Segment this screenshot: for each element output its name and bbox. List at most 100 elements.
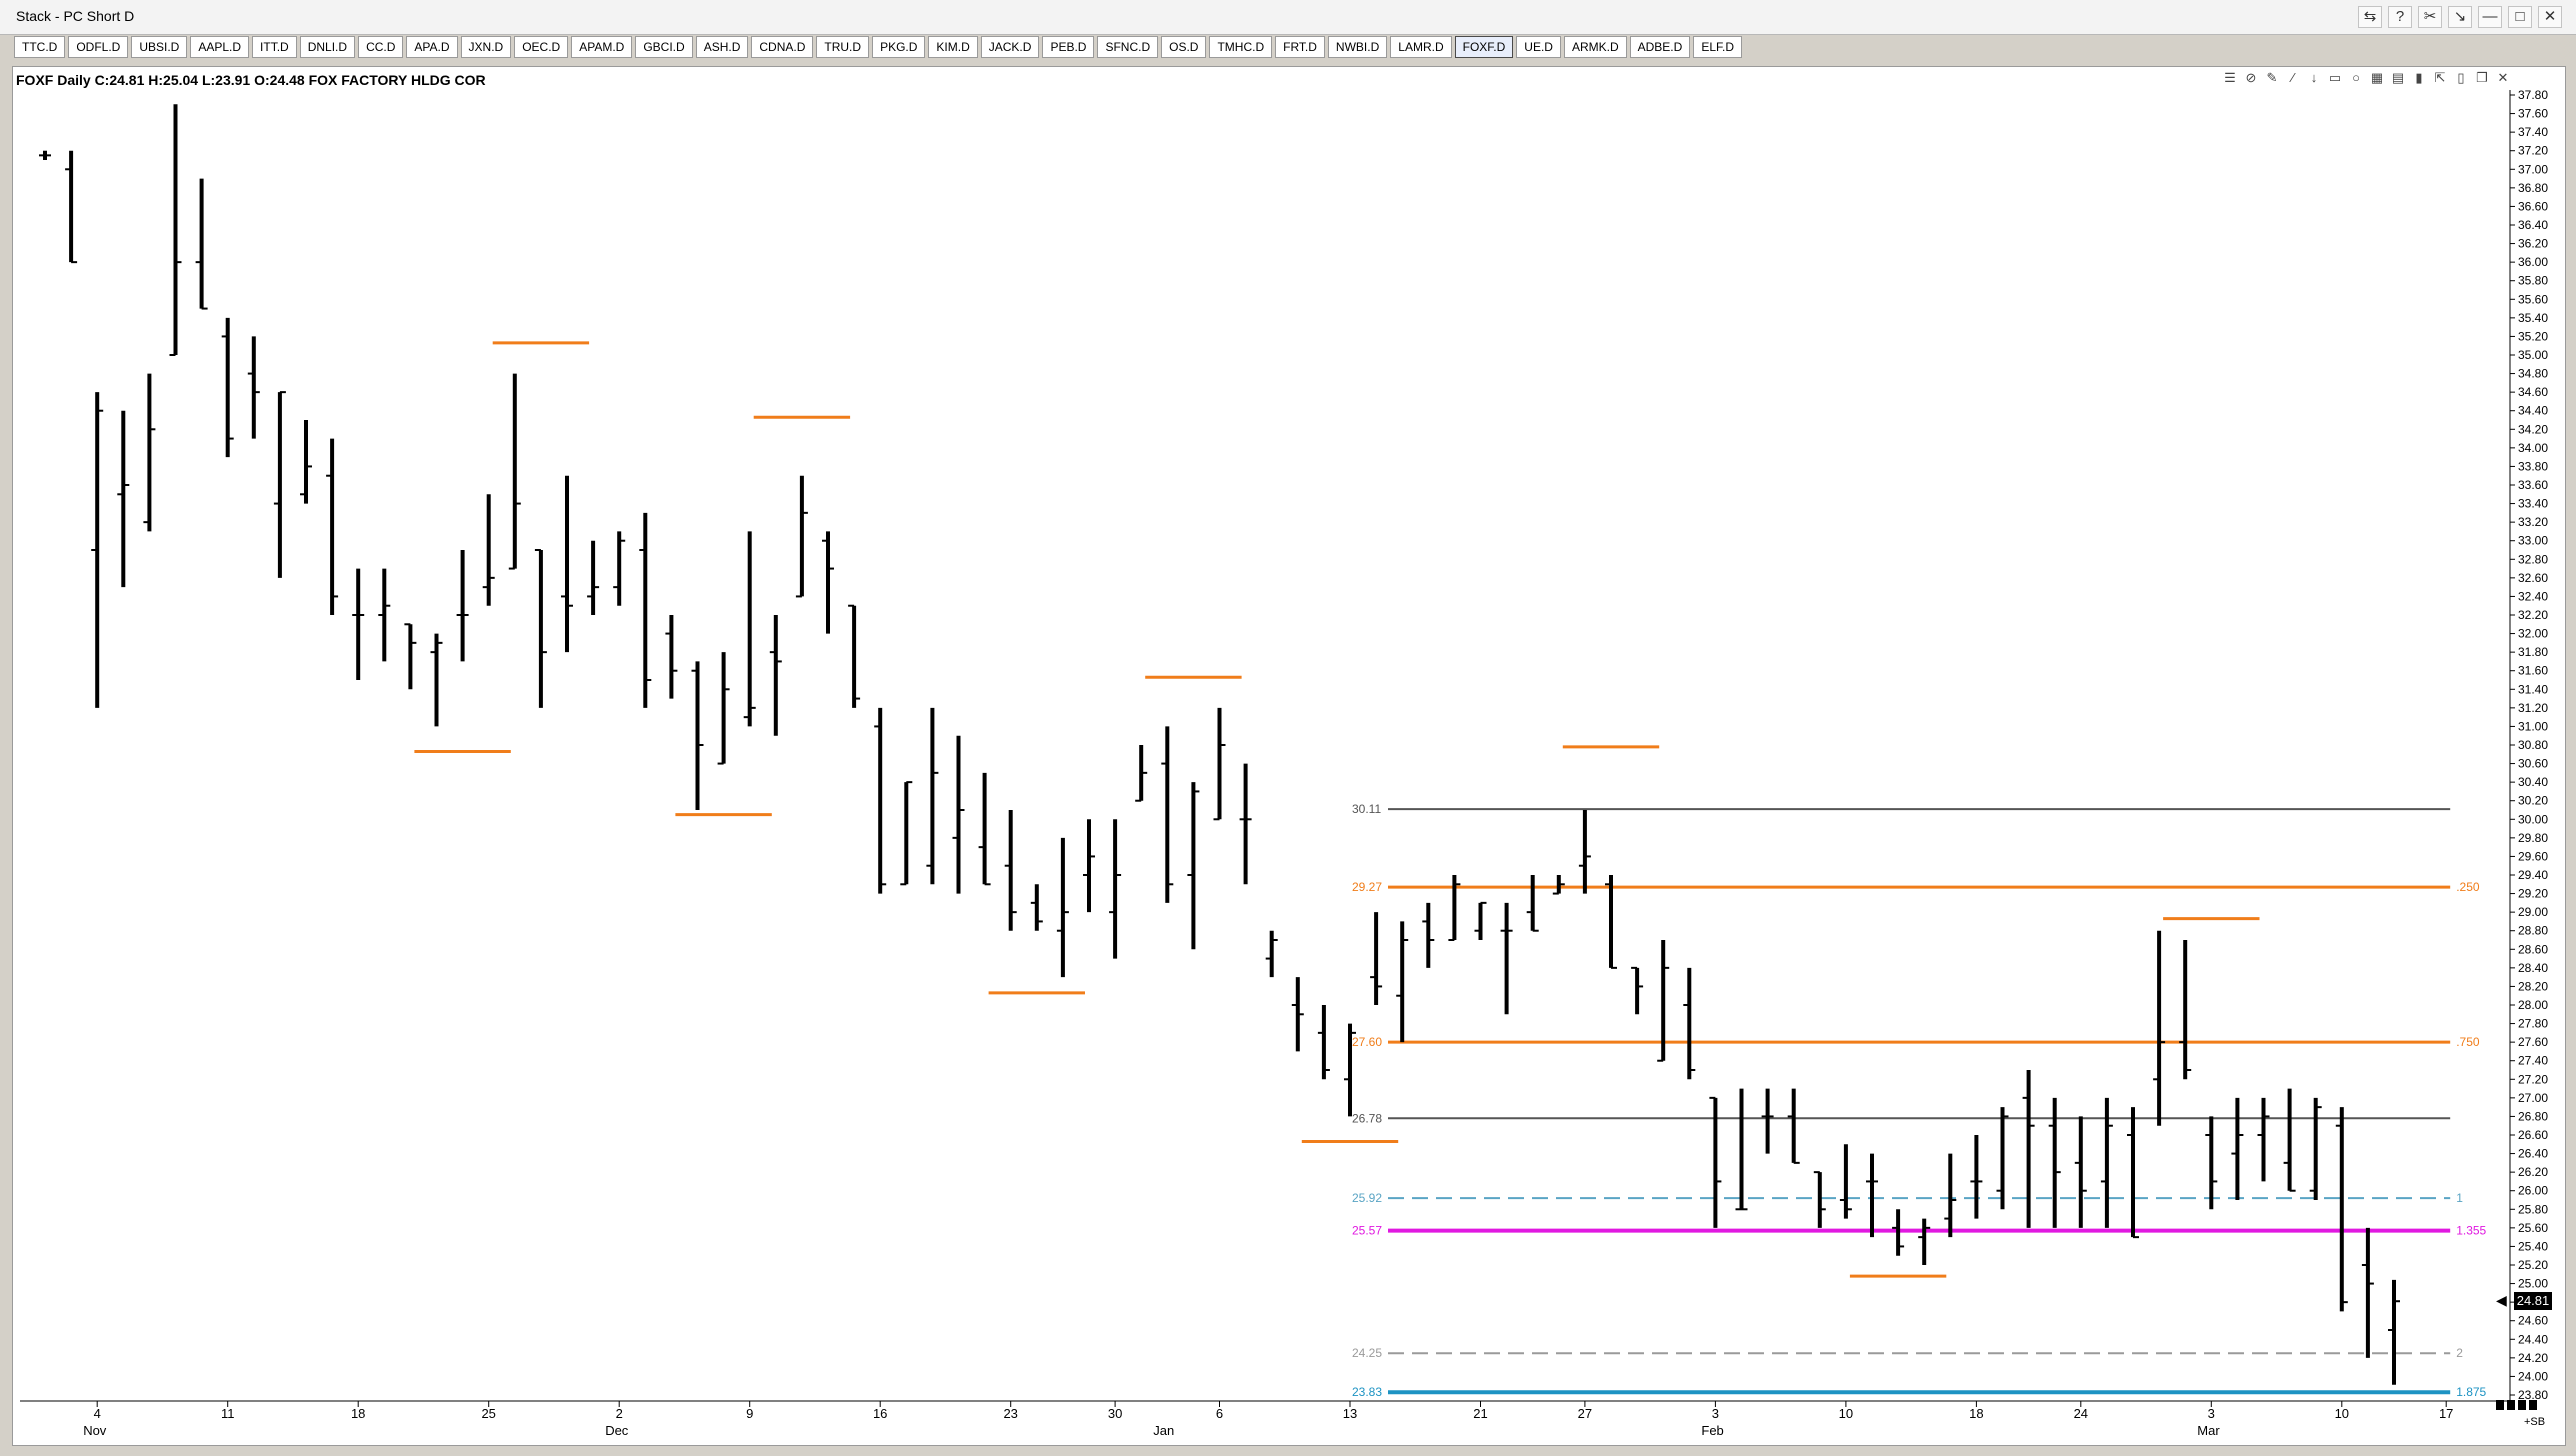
ohlc-bar [247, 336, 260, 439]
lock-icon[interactable]: ▯ [2457, 70, 2465, 85]
level-ratio-label: .250 [2456, 880, 2480, 894]
tab-os-d[interactable]: OS.D [1161, 36, 1207, 58]
ohlc-bar [1056, 837, 1069, 978]
y-tick-label: 30.60 [2518, 757, 2548, 771]
y-tick-label: 36.20 [2518, 237, 2548, 251]
close-button[interactable]: ✕ [2538, 6, 2562, 28]
ohlc-bar [300, 420, 312, 504]
ohlc-bar [952, 735, 965, 894]
level-ratio-label: 1 [2456, 1191, 2463, 1205]
tab-itt-d[interactable]: ITT.D [252, 36, 297, 58]
ohlc-bar [1839, 1144, 1852, 1219]
tab-tmhc-d[interactable]: TMHC.D [1209, 36, 1273, 58]
y-tick-label: 32.40 [2518, 589, 2548, 603]
ohlc-bar [561, 475, 573, 653]
window-title: Stack - PC Short D [16, 8, 135, 24]
close-icon[interactable]: ✕ [2497, 70, 2509, 85]
minimize-button[interactable]: — [2478, 6, 2502, 28]
y-tick-label: 29.60 [2518, 849, 2548, 863]
ohlc-bar [352, 568, 365, 680]
tab-dnli-d[interactable]: DNLI.D [299, 36, 356, 58]
y-tick-label: 30.20 [2518, 794, 2548, 808]
y-tick-label: 29.00 [2518, 905, 2548, 919]
tools-icon[interactable]: ✂ [2418, 6, 2442, 28]
tab-oec-d[interactable]: OEC.D [514, 36, 569, 58]
x-tick-label: 10 [2335, 1406, 2349, 1421]
y-tick-label: 35.40 [2518, 311, 2548, 325]
tab-nwbi-d[interactable]: NWBI.D [1327, 36, 1388, 58]
tab-foxf-d[interactable]: FOXF.D [1454, 36, 1514, 58]
y-tick-label: 26.60 [2518, 1128, 2548, 1142]
tab-kim-d[interactable]: KIM.D [928, 36, 978, 58]
maximize-button[interactable]: □ [2508, 6, 2532, 28]
tab-cc-d[interactable]: CC.D [358, 36, 404, 58]
y-tick-label: 27.60 [2518, 1035, 2548, 1049]
ohlc-bar [430, 633, 443, 727]
circle-icon[interactable]: ○ [2352, 70, 2360, 85]
help-icon[interactable]: ? [2388, 6, 2412, 28]
tab-apam-d[interactable]: APAM.D [571, 36, 633, 58]
y-tick-label: 32.20 [2518, 608, 2548, 622]
ohlc-bar [665, 615, 678, 699]
y-tick-label: 27.20 [2518, 1072, 2548, 1086]
y-tick-label: 28.80 [2518, 924, 2548, 938]
tab-armk-d[interactable]: ARMK.D [1563, 36, 1627, 58]
tab-frt-d[interactable]: FRT.D [1275, 36, 1325, 58]
ohlc-bar [1892, 1209, 1905, 1256]
x-tick-label: 30 [1108, 1406, 1122, 1421]
tab-aapl-d[interactable]: AAPL.D [190, 36, 250, 58]
grid-icon[interactable]: ▦ [2370, 70, 2384, 85]
table-icon[interactable]: ▤ [2391, 70, 2405, 85]
pencil-icon[interactable]: ✎ [2266, 70, 2278, 85]
tab-ubsi-d[interactable]: UBSI.D [131, 36, 188, 58]
tab-gbci-d[interactable]: GBCI.D [635, 36, 693, 58]
tab-tru-d[interactable]: TRU.D [816, 36, 870, 58]
trash-icon[interactable]: ▮ [2415, 70, 2423, 85]
layers-icon[interactable]: ☰ [2224, 70, 2236, 85]
tab-ttc-d[interactable]: TTC.D [14, 36, 66, 58]
down-arrow-icon[interactable]: ↓ [2310, 70, 2318, 85]
tab-lamr-d[interactable]: LAMR.D [1390, 36, 1452, 58]
month-label: Jan [1153, 1423, 1174, 1438]
y-tick-label: 34.60 [2518, 385, 2548, 399]
tab-jack-d[interactable]: JACK.D [980, 36, 1040, 58]
ohlc-bar [1787, 1088, 1800, 1164]
scroll-marker-icon [2507, 1400, 2515, 1410]
tab-cdna-d[interactable]: CDNA.D [751, 36, 814, 58]
x-tick-label: 6 [1216, 1406, 1223, 1421]
fib-icon[interactable]: ⁄ [2291, 70, 2295, 85]
y-tick-label: 33.20 [2518, 515, 2548, 529]
scroll-marker-icon [2496, 1400, 2504, 1410]
ohlc-bar [1944, 1153, 1957, 1238]
y-tick-label: 29.80 [2518, 831, 2548, 845]
y-tick-label: 23.80 [2518, 1388, 2548, 1402]
expand-icon[interactable]: ⇱ [2434, 70, 2446, 85]
cursor-icon[interactable]: ↘ [2448, 6, 2472, 28]
x-tick-label: 18 [351, 1406, 365, 1421]
copy-icon[interactable]: ❐ [2476, 70, 2488, 85]
tab-adbe-d[interactable]: ADBE.D [1629, 36, 1691, 58]
y-tick-label: 24.00 [2518, 1369, 2548, 1383]
ohlc-bar [2388, 1279, 2400, 1385]
highlight-icon[interactable]: ▭ [2328, 70, 2342, 85]
ohlc-bar [900, 781, 913, 886]
ohlc-bar [1291, 977, 1304, 1052]
tab-peb-d[interactable]: PEB.D [1042, 36, 1095, 58]
tab-jxn-d[interactable]: JXN.D [460, 36, 512, 58]
ohlc-bar [587, 540, 600, 615]
y-tick-label: 25.20 [2518, 1258, 2548, 1272]
tab-ue-d[interactable]: UE.D [1516, 36, 1561, 58]
tab-pkg-d[interactable]: PKG.D [872, 36, 926, 58]
link-icon[interactable]: ⇆ [2358, 6, 2382, 28]
tab-apa-d[interactable]: APA.D [406, 36, 458, 58]
ohlc-bar [1344, 1023, 1356, 1117]
tab-elf-d[interactable]: ELF.D [1693, 36, 1742, 58]
stop-icon[interactable]: ⊘ [2245, 70, 2257, 85]
tab-odfl-d[interactable]: ODFL.D [68, 36, 129, 58]
level-label: 25.92 [1352, 1191, 1382, 1205]
x-tick-label: 21 [1473, 1406, 1487, 1421]
tab-ash-d[interactable]: ASH.D [695, 36, 749, 58]
tab-sfnc-d[interactable]: SFNC.D [1097, 36, 1159, 58]
y-tick-label: 30.00 [2518, 812, 2548, 826]
